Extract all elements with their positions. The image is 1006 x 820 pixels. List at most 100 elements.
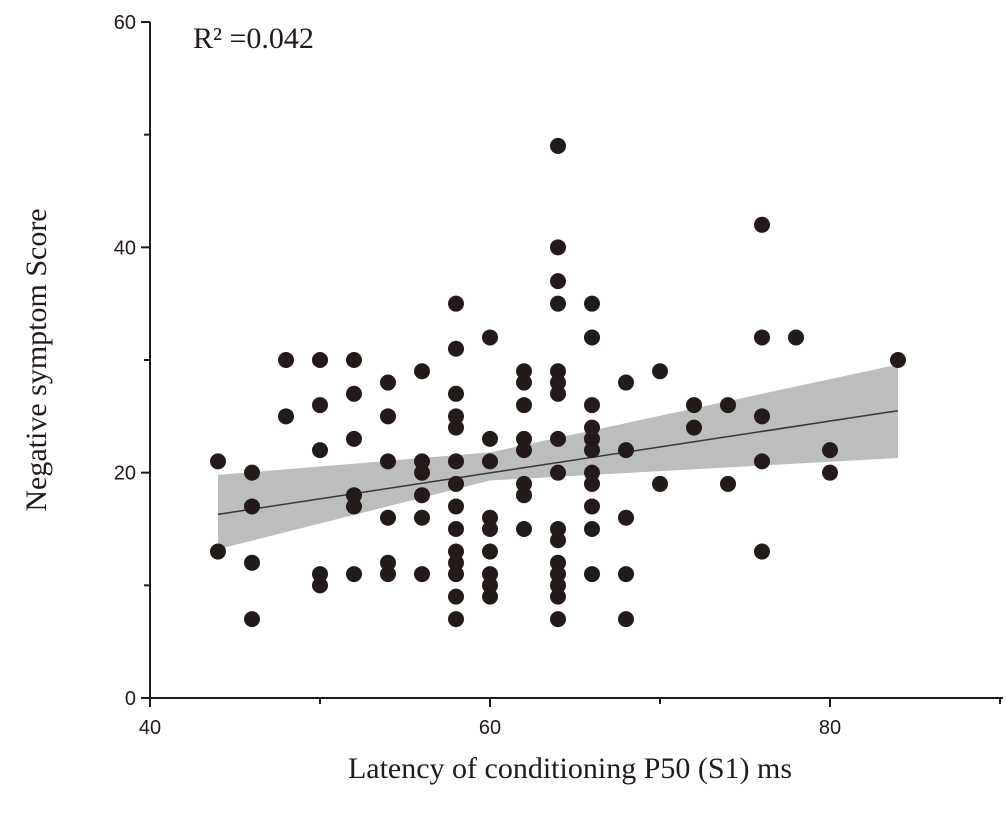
data-point: [754, 408, 770, 425]
data-point: [754, 453, 770, 470]
data-point: [278, 352, 294, 368]
data-point: [584, 464, 600, 481]
data-point: [380, 408, 396, 425]
data-point: [550, 273, 566, 290]
data-point: [244, 464, 260, 481]
data-point: [448, 588, 464, 605]
data-point: [346, 498, 362, 515]
data-point: [448, 419, 464, 436]
data-point: [482, 329, 498, 346]
data-point: [584, 566, 600, 583]
data-point: [550, 611, 566, 628]
data-point: [380, 509, 396, 526]
data-point: [516, 374, 532, 391]
data-point: [516, 442, 532, 459]
data-point: [822, 442, 838, 459]
data-point: [550, 588, 566, 605]
data-point: [346, 566, 362, 583]
x-tick-label: 40: [139, 717, 161, 739]
data-point: [448, 453, 464, 470]
data-point: [516, 475, 532, 492]
data-point: [584, 521, 600, 537]
data-point: [890, 352, 906, 368]
data-point: [550, 295, 566, 312]
data-point: [448, 521, 464, 537]
data-point: [550, 532, 566, 549]
data-point: [618, 509, 634, 526]
data-point: [618, 374, 634, 391]
data-point: [516, 487, 532, 504]
data-point: [380, 374, 396, 391]
data-point: [720, 475, 736, 492]
data-point: [482, 566, 498, 583]
data-point: [380, 554, 396, 571]
data-point: [584, 397, 600, 414]
data-point: [618, 442, 634, 459]
data-point: [312, 442, 328, 459]
data-point: [482, 521, 498, 537]
data-point: [482, 577, 498, 594]
data-point: [550, 363, 566, 380]
data-point: [618, 566, 634, 583]
data-point: [244, 554, 260, 571]
data-point: [550, 554, 566, 571]
data-point: [652, 363, 668, 380]
r-squared-annotation: R² =0.042: [193, 22, 314, 55]
data-point: [312, 566, 328, 583]
data-point: [244, 498, 260, 515]
data-point: [346, 352, 362, 368]
data-point: [516, 521, 532, 537]
data-point: [346, 430, 362, 447]
y-tick-label: 20: [114, 463, 136, 485]
data-point: [414, 464, 430, 481]
data-point: [380, 453, 396, 470]
data-point: [550, 239, 566, 256]
data-point: [482, 430, 498, 447]
data-point: [516, 397, 532, 414]
y-tick-label: 0: [125, 688, 136, 710]
data-point: [584, 329, 600, 346]
data-point: [448, 498, 464, 515]
data-point: [346, 385, 362, 402]
data-point: [414, 453, 430, 470]
data-point: [550, 430, 566, 447]
data-point: [550, 374, 566, 391]
data-point: [244, 611, 260, 628]
data-point: [448, 554, 464, 571]
data-point: [448, 340, 464, 357]
data-point: [618, 611, 634, 628]
data-point: [482, 588, 498, 605]
data-point: [312, 352, 328, 368]
data-point: [380, 566, 396, 583]
data-point: [482, 453, 498, 470]
data-point: [516, 430, 532, 447]
data-point: [278, 408, 294, 425]
data-point: [346, 487, 362, 504]
data-point: [448, 566, 464, 583]
data-point: [312, 577, 328, 594]
data-point: [448, 543, 464, 560]
x-tick-label: 60: [479, 717, 501, 739]
data-point: [550, 137, 566, 154]
data-point: [686, 419, 702, 436]
data-point: [414, 509, 430, 526]
data-point: [584, 442, 600, 459]
data-point: [210, 453, 226, 470]
data-point: [516, 363, 532, 380]
data-point: [550, 385, 566, 402]
data-point: [584, 430, 600, 447]
data-point: [482, 543, 498, 560]
data-point: [754, 216, 770, 233]
data-point: [584, 498, 600, 515]
x-tick-label: 80: [819, 717, 841, 739]
data-point: [550, 566, 566, 583]
data-point: [448, 408, 464, 425]
data-point: [822, 464, 838, 481]
data-point: [448, 475, 464, 492]
data-point: [448, 385, 464, 402]
data-point: [550, 464, 566, 481]
data-point: [550, 577, 566, 594]
data-point: [448, 611, 464, 628]
data-point: [210, 543, 226, 560]
